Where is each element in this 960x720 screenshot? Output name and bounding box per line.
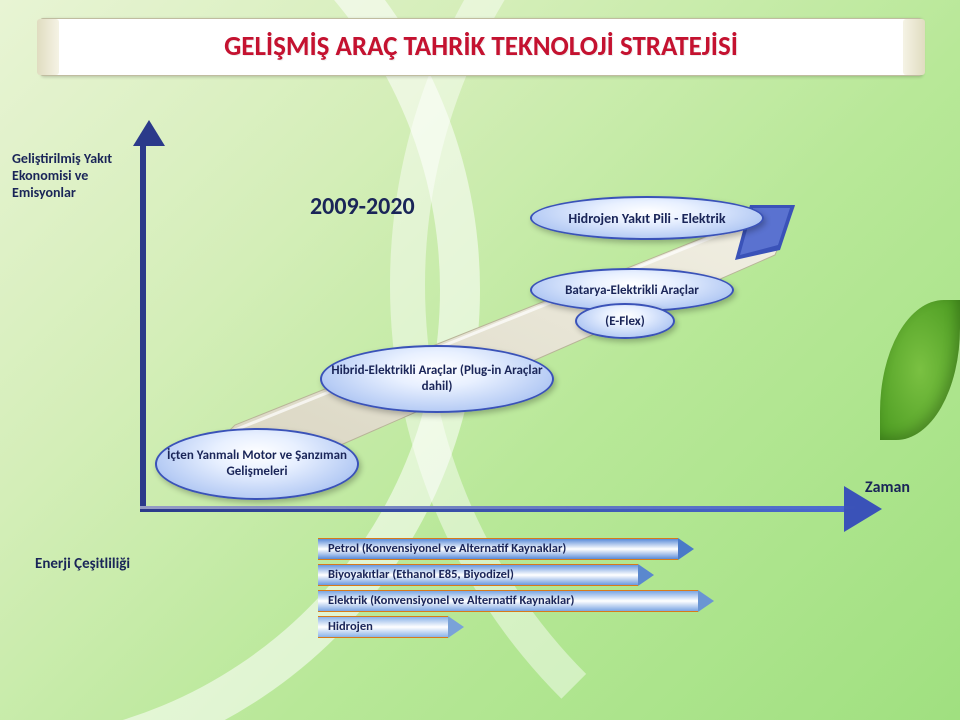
milestone-label: Hidrojen Yakıt Pili - Elektrik — [568, 210, 725, 227]
title-bar: GELİŞMİŞ ARAÇ TAHRİK TEKNOLOJİ STRATEJİS… — [40, 18, 922, 76]
milestone-eflex: (E-Flex) — [575, 303, 675, 339]
y-axis-label: Geliştirilmiş Yakıt Ekonomisi ve Emisyon… — [12, 150, 132, 201]
energy-bar: Petrol (Konvensiyonel ve Alternatif Kayn… — [318, 538, 838, 560]
milestone-hybrid: Hibrid-Elektrikli Araçlar (Plug-in Araçl… — [320, 345, 554, 413]
milestone-label: Batarya-Elektrikli Araçlar — [565, 283, 699, 298]
page-title: GELİŞMİŞ ARAÇ TAHRİK TEKNOLOJİ STRATEJİS… — [41, 19, 921, 75]
bar-label: Elektrik (Konvensiyonel ve Alternatif Ka… — [328, 590, 574, 612]
bar-arrow-icon — [638, 564, 654, 586]
milestone-hydrogen-fuelcell: Hidrojen Yakıt Pili - Elektrik — [530, 196, 764, 240]
energy-bar: Hidrojen — [318, 616, 838, 638]
bar-label: Biyoyakıtlar (Ethanol E85, Biyodizel) — [328, 564, 514, 586]
milestone-label: Hibrid-Elektrikli Araçlar (Plug-in Araçl… — [322, 363, 552, 394]
bar-arrow-icon — [698, 590, 714, 612]
milestone-ice: İçten Yanmalı Motor ve Şanzıman Gelişmel… — [155, 428, 359, 500]
energy-bar: Elektrik (Konvensiyonel ve Alternatif Ka… — [318, 590, 838, 612]
bar-label: Petrol (Konvensiyonel ve Alternatif Kayn… — [328, 538, 566, 560]
bar-label: Hidrojen — [328, 616, 373, 638]
leaf-icon — [880, 300, 960, 440]
energy-bars: Petrol (Konvensiyonel ve Alternatif Kayn… — [318, 538, 838, 642]
slide-canvas: GELİŞMİŞ ARAÇ TAHRİK TEKNOLOJİ STRATEJİS… — [0, 0, 960, 720]
bar-arrow-icon — [448, 616, 464, 638]
bar-arrow-icon — [678, 538, 694, 560]
energy-bar: Biyoyakıtlar (Ethanol E85, Biyodizel) — [318, 564, 838, 586]
period-label: 2009-2020 — [310, 192, 415, 221]
energy-diversity-label: Enerji Çeşitliliği — [35, 555, 130, 573]
milestone-label: (E-Flex) — [605, 314, 645, 329]
x-axis-arrow — [140, 506, 860, 512]
milestone-label: İçten Yanmalı Motor ve Şanzıman Gelişmel… — [157, 448, 357, 479]
y-axis-arrow — [140, 140, 146, 510]
